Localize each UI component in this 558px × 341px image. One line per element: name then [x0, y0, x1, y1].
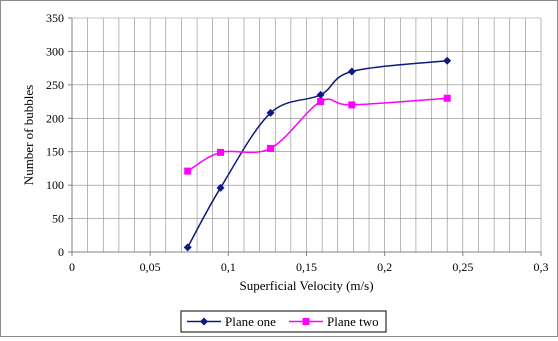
data-point-plane-one [316, 90, 325, 99]
x-tick-label: 0,3 [534, 260, 549, 274]
x-tick-label: 0,1 [221, 260, 236, 274]
legend-item-plane-two: Plane two [289, 314, 379, 329]
data-point-plane-two [443, 94, 451, 102]
x-tick-label: 0,25 [452, 260, 473, 274]
series-layer [183, 56, 452, 252]
x-axis-title: Superficial Velocity (m/s) [239, 278, 373, 293]
square-marker-icon [302, 318, 310, 325]
data-point-plane-two [317, 98, 325, 106]
data-point-plane-two [267, 144, 275, 152]
legend: Plane one Plane two [180, 310, 387, 333]
y-tick-label: 300 [46, 44, 64, 58]
series-line-plane-one [187, 60, 448, 248]
legend-box [180, 310, 387, 333]
y-tick-labels: 0 50 100 150 200 250 300 350 [46, 11, 72, 259]
data-point-plane-one [216, 183, 225, 192]
x-tick-labels: 0 0,05 0,1 0,15 0,2 0,25 0,3 [69, 252, 549, 274]
data-point-plane-two [184, 167, 192, 175]
plot-area [71, 17, 542, 253]
line-chart: 0 0,05 0,1 0,15 0,2 0,25 0,3 0 50 100 150 200 250 30… [21, 11, 549, 333]
data-point-plane-one [443, 56, 452, 65]
legend-label-plane-one: Plane one [225, 314, 276, 329]
y-axis-title: Number of bubbles [21, 85, 36, 185]
y-tick-label: 200 [46, 111, 64, 125]
y-tick-label: 100 [46, 178, 64, 192]
data-point-plane-one [347, 67, 356, 76]
x-tick-label: 0,2 [377, 260, 392, 274]
legend-label-plane-two: Plane two [327, 314, 379, 329]
data-point-plane-one [266, 108, 275, 117]
data-point-plane-two [348, 101, 356, 109]
legend-item-plane-one: Plane one [187, 314, 276, 329]
y-tick-label: 250 [46, 78, 64, 92]
x-tick-label: 0,05 [140, 260, 161, 274]
gridlines [72, 17, 542, 252]
data-point-plane-one [183, 243, 192, 252]
diamond-marker-icon [200, 317, 208, 326]
x-tick-label: 0,15 [296, 260, 317, 274]
x-tick-label: 0 [69, 260, 75, 274]
y-tick-label: 350 [46, 11, 64, 25]
y-tick-label: 0 [58, 245, 64, 259]
y-tick-label: 50 [52, 212, 64, 226]
y-tick-label: 150 [46, 145, 64, 159]
data-point-plane-two [217, 148, 225, 156]
